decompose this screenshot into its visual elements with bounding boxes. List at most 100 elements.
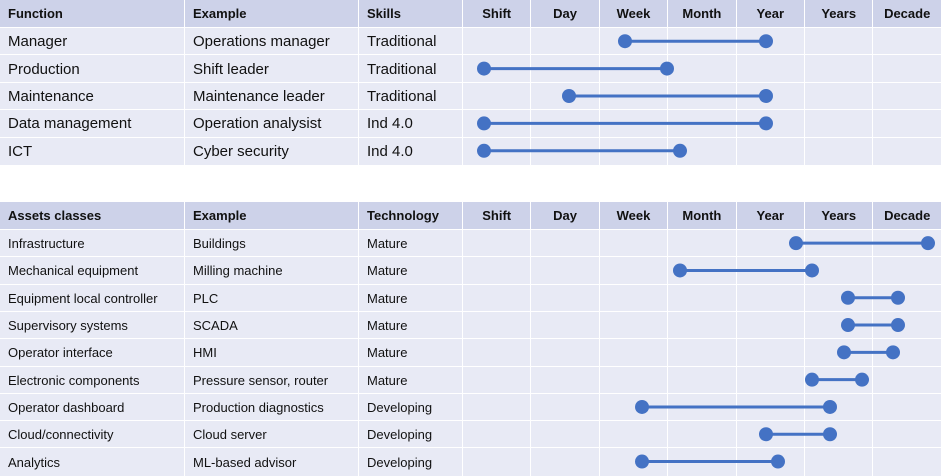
row-col1: Analytics — [0, 448, 184, 476]
timescale-cell — [598, 311, 668, 340]
timescale-cell — [598, 28, 668, 56]
timescale-cell — [530, 393, 599, 422]
timescale-cell — [667, 110, 736, 138]
row-col1: Electronic components — [0, 366, 184, 394]
timescale-header-year: Year — [735, 202, 804, 229]
timescale-cell — [667, 284, 736, 312]
timescale-cell — [667, 421, 736, 449]
row-col3: Mature — [358, 284, 462, 312]
row-col3: Mature — [358, 339, 462, 367]
timescale-cell — [872, 55, 941, 83]
row-col2: Buildings — [184, 230, 358, 258]
timescale-header-month: Month — [667, 0, 736, 27]
timescale-cell — [667, 55, 736, 83]
timescale-cell — [735, 284, 804, 312]
timescale-cell — [804, 448, 873, 476]
row-col1: Manager — [0, 28, 184, 56]
timescale-cell — [462, 311, 531, 340]
table-row: Analytics ML-based advisor Developing — [0, 447, 941, 476]
table-row: Data management Operation analysist Ind 4.… — [0, 109, 941, 138]
timescale-cell — [462, 82, 531, 111]
timescale-cell — [872, 110, 941, 138]
timescale-cell — [598, 366, 668, 394]
timescale-cell — [598, 55, 668, 83]
timescale-cell — [667, 448, 736, 476]
row-col1: Equipment local controller — [0, 284, 184, 312]
row-col3: Traditional — [358, 28, 462, 56]
timescale-cell — [530, 230, 599, 258]
row-col2: SCADA — [184, 311, 358, 340]
header-row: Assets classes Example Technology Shift Day W… — [0, 202, 941, 229]
timescale-cell — [462, 55, 531, 83]
timescale-cell — [872, 82, 941, 111]
row-col2: ML-based advisor — [184, 448, 358, 476]
timescale-cell — [667, 366, 736, 394]
row-col3: Developing — [358, 448, 462, 476]
timescale-cell — [530, 284, 599, 312]
row-col3: Mature — [358, 257, 462, 285]
timescale-cell — [804, 55, 873, 83]
timescale-cell — [530, 257, 599, 285]
timescale-cell — [804, 137, 873, 165]
row-col2: PLC — [184, 284, 358, 312]
timescale-cell — [735, 257, 804, 285]
timescale-cell — [598, 421, 668, 449]
header-col3: Technology — [358, 202, 462, 229]
row-col3: Traditional — [358, 55, 462, 83]
row-col2: Cloud server — [184, 421, 358, 449]
timescale-cell — [667, 257, 736, 285]
timescale-cell — [872, 366, 941, 394]
timescale-header-years: Years — [804, 0, 873, 27]
timescale-cell — [462, 110, 531, 138]
timescale-cell — [872, 311, 941, 340]
timescale-cell — [530, 82, 599, 111]
row-col3: Developing — [358, 421, 462, 449]
timescale-cell — [667, 82, 736, 111]
timescale-cell — [804, 339, 873, 367]
row-col1: Operator dashboard — [0, 393, 184, 422]
timescale-cell — [804, 28, 873, 56]
row-col3: Developing — [358, 393, 462, 422]
header-col3: Skills — [358, 0, 462, 27]
timescale-cell — [667, 137, 736, 165]
timescale-cell — [735, 28, 804, 56]
timescale-cell — [667, 230, 736, 258]
row-col2: Production diagnostics — [184, 393, 358, 422]
timescale-cell — [667, 339, 736, 367]
timescale-cell — [530, 421, 599, 449]
timescale-header-week: Week — [598, 0, 668, 27]
timescale-header-decade: Decade — [872, 202, 941, 229]
timescale-cell — [530, 366, 599, 394]
row-col1: Data management — [0, 110, 184, 138]
timescale-cell — [530, 448, 599, 476]
row-col2: Shift leader — [184, 55, 358, 83]
timescale-cell — [462, 284, 531, 312]
timescale-cell — [462, 339, 531, 367]
timescale-cell — [667, 28, 736, 56]
row-col1: Operator interface — [0, 339, 184, 367]
timescale-cell — [735, 55, 804, 83]
timescale-cell — [872, 28, 941, 56]
timescale-cell — [735, 311, 804, 340]
timescale-cell — [462, 366, 531, 394]
timescale-cell — [667, 393, 736, 422]
row-col1: Production — [0, 55, 184, 83]
timescale-cell — [598, 137, 668, 165]
timescale-cell — [872, 421, 941, 449]
row-col2: Milling machine — [184, 257, 358, 285]
row-col2: Pressure sensor, router — [184, 366, 358, 394]
timescale-cell — [462, 28, 531, 56]
timescale-cell — [598, 82, 668, 111]
timescale-cell — [598, 110, 668, 138]
table-row: Operator interface HMI Mature — [0, 338, 941, 367]
timescale-cell — [872, 284, 941, 312]
row-col2: Operations manager — [184, 28, 358, 56]
timescale-header-shift: Shift — [462, 202, 531, 229]
row-col2: Maintenance leader — [184, 82, 358, 111]
timescale-cell — [598, 284, 668, 312]
timescale-cell — [735, 339, 804, 367]
row-col3: Mature — [358, 230, 462, 258]
timescale-cell — [598, 257, 668, 285]
table-row: Equipment local controller PLC Mature — [0, 283, 941, 312]
row-col2: HMI — [184, 339, 358, 367]
